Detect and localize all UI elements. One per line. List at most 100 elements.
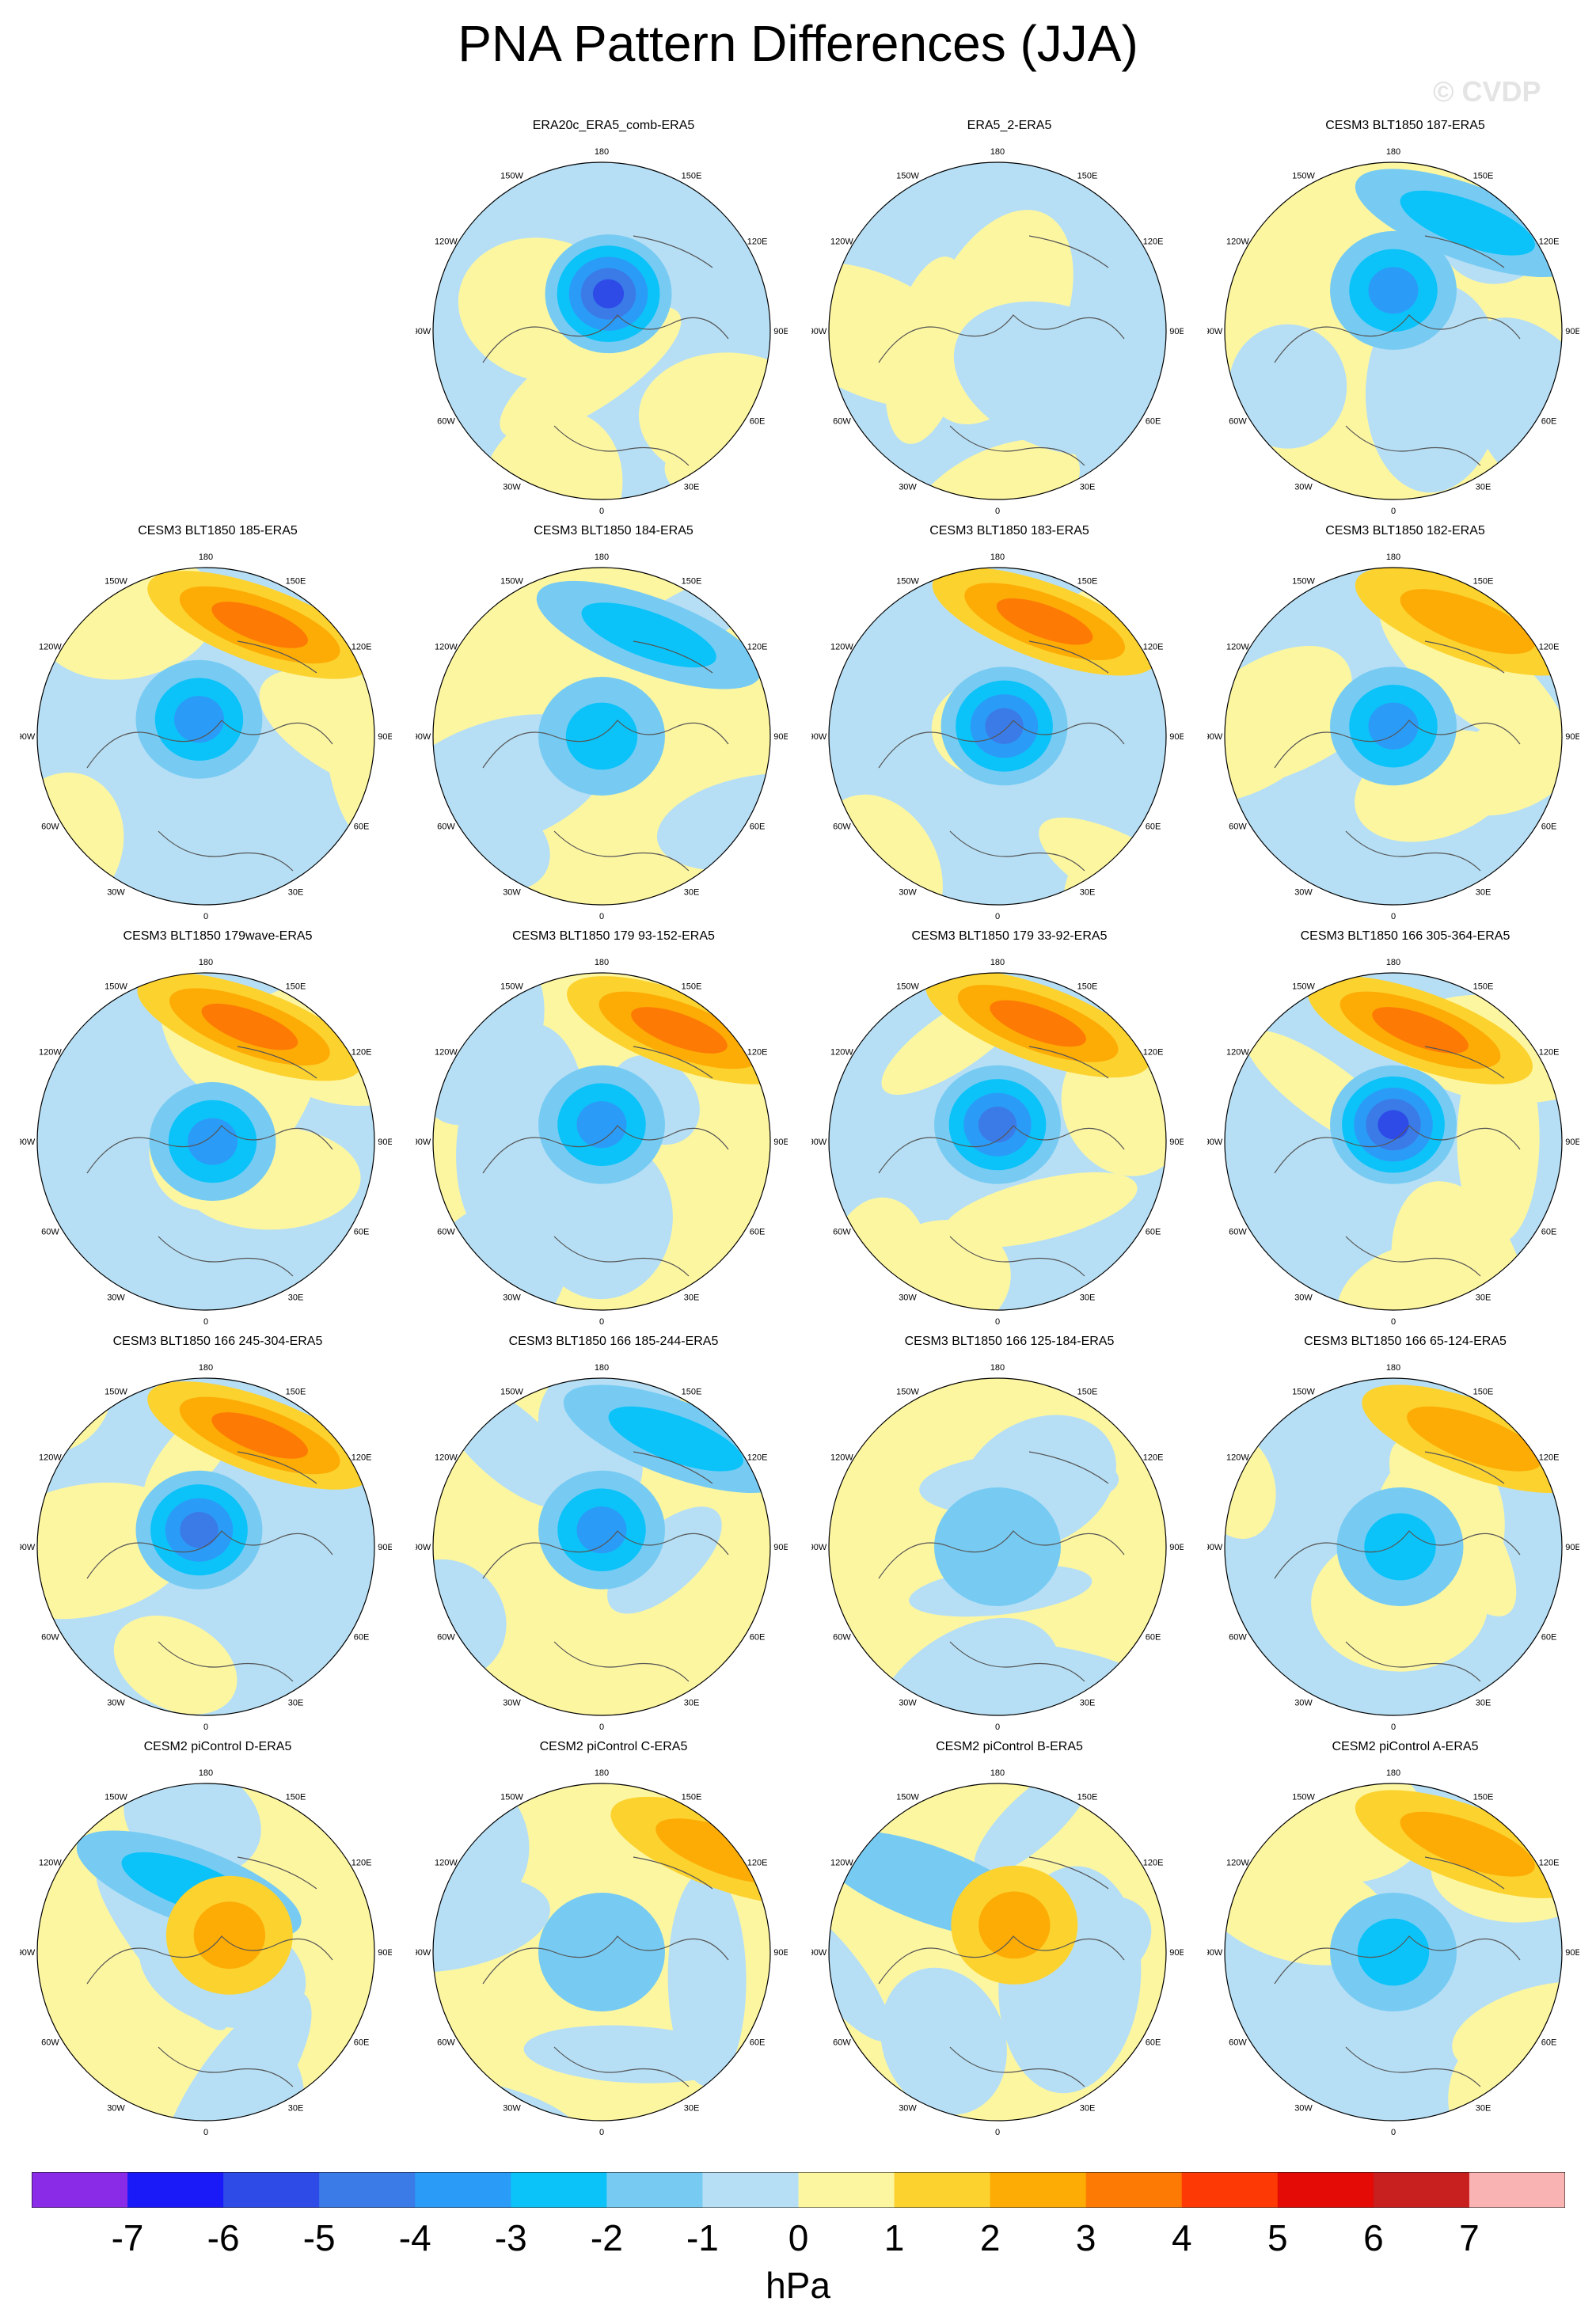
pacific-anomaly bbox=[201, 1003, 298, 1050]
polar-map: 180 150E 120E 90E 60E 30E 0 30W 60W 90W 120W 150W bbox=[811, 147, 1184, 516]
longitude-label: 30E bbox=[288, 1699, 304, 1708]
longitude-label: 120E bbox=[1143, 237, 1164, 247]
polar-map: 180 150E 120E 90E 60E 30E 0 30W 60W 90W 120W 150W bbox=[1207, 958, 1579, 1327]
colorbar-swatch bbox=[32, 2172, 128, 2208]
longitude-label: 30W bbox=[1294, 483, 1313, 492]
map-panel: CESM3 BLT1850 184-ERA5 180 150E 120E 90E 60E 3… bbox=[416, 524, 811, 936]
polar-map: 180 150E 120E 90E 60E 30E 0 30W 60W 90W 120W 150W bbox=[20, 553, 392, 921]
longitude-label: 30W bbox=[899, 888, 917, 898]
longitude-label: 0 bbox=[203, 912, 208, 921]
colorbar-swatch bbox=[223, 2172, 320, 2208]
map-border bbox=[828, 972, 1167, 1311]
longitude-label: 150E bbox=[1077, 1792, 1098, 1802]
panel-title: CESM3 BLT1850 187-ERA5 bbox=[1325, 119, 1485, 132]
panel-title: CESM2 piControl A-ERA5 bbox=[1332, 1740, 1479, 1753]
longitude-label: 60W bbox=[833, 1228, 851, 1237]
longitude-label: 0 bbox=[1391, 1317, 1396, 1327]
longitude-label: 180 bbox=[595, 147, 609, 157]
longitude-label: 120E bbox=[352, 1453, 372, 1463]
field-region bbox=[667, 1870, 747, 2087]
field-region bbox=[456, 1023, 587, 1252]
longitude-label: 60E bbox=[750, 417, 766, 427]
field-region bbox=[161, 1990, 312, 2121]
longitude-label: 120E bbox=[352, 643, 372, 652]
polar-anomaly bbox=[538, 1893, 665, 2011]
polar-anomaly bbox=[188, 1118, 238, 1165]
colorbar-swatch bbox=[1469, 2172, 1565, 2208]
longitude-label: 90W bbox=[20, 1138, 36, 1147]
longitude-label: 150E bbox=[286, 1792, 306, 1802]
longitude-label: 0 bbox=[1391, 1723, 1396, 1732]
longitude-label: 120E bbox=[1143, 1048, 1164, 1058]
polar-map: 180 150E 120E 90E 60E 30E 0 30W 60W 90W 120W 150W bbox=[20, 958, 392, 1327]
longitude-label: 60W bbox=[833, 1633, 851, 1643]
longitude-label: 0 bbox=[599, 2128, 604, 2137]
longitude-label: 150E bbox=[286, 982, 306, 991]
polar-anomaly bbox=[978, 1107, 1017, 1143]
longitude-label: 30E bbox=[1476, 1699, 1492, 1708]
map-panel: CESM2 piControl D-ERA5 180 150E 120E 90E 60E 3… bbox=[20, 1740, 416, 2152]
coastline bbox=[878, 640, 1125, 872]
longitude-label: 60W bbox=[437, 1633, 455, 1643]
polar-map: 180 150E 120E 90E 60E 30E 0 30W 60W 90W 120W 150W bbox=[20, 1768, 392, 2137]
longitude-label: 180 bbox=[990, 1768, 1005, 1778]
longitude-label: 60W bbox=[1229, 417, 1247, 427]
longitude-label: 150W bbox=[1292, 1387, 1315, 1396]
longitude-label: 90E bbox=[773, 1543, 788, 1552]
map-border bbox=[1224, 161, 1563, 500]
longitude-label: 90E bbox=[773, 732, 788, 742]
coastline bbox=[1274, 1451, 1521, 1682]
coastline bbox=[878, 1046, 1125, 1277]
longitude-label: 60W bbox=[1229, 1633, 1247, 1643]
longitude-label: 150E bbox=[1473, 1387, 1494, 1396]
colorbar-tick-label: 7 bbox=[1459, 2217, 1480, 2258]
longitude-label: 60E bbox=[1541, 822, 1557, 832]
field-region bbox=[942, 1172, 1138, 1248]
longitude-label: 90E bbox=[773, 1138, 788, 1147]
longitude-label: 180 bbox=[990, 553, 1005, 562]
panel-title: CESM3 BLT1850 166 125-184-ERA5 bbox=[904, 1335, 1115, 1348]
map-border bbox=[36, 1377, 375, 1716]
longitude-label: 90E bbox=[1169, 732, 1184, 742]
longitude-label: 180 bbox=[1386, 1768, 1400, 1778]
longitude-label: 30W bbox=[503, 1293, 521, 1303]
longitude-label: 120W bbox=[435, 643, 458, 652]
longitude-label: 150W bbox=[500, 1792, 523, 1802]
longitude-label: 90W bbox=[811, 1543, 827, 1552]
longitude-label: 60E bbox=[354, 822, 370, 832]
coastline bbox=[482, 1856, 729, 2087]
watermark: © CVDP bbox=[1433, 75, 1541, 108]
map-panel: CESM3 BLT1850 166 185-244-ERA5 180 150E 120… bbox=[416, 1335, 811, 1746]
longitude-label: 120W bbox=[435, 1859, 458, 1868]
panel-title: CESM3 BLT1850 166 245-304-ERA5 bbox=[112, 1335, 323, 1348]
longitude-label: 90W bbox=[1207, 732, 1223, 742]
colorbar-swatch bbox=[1181, 2172, 1279, 2208]
pacific-anomaly bbox=[211, 1412, 308, 1459]
longitude-label: 60W bbox=[1229, 2038, 1247, 2048]
field-region bbox=[829, 1900, 892, 2042]
coastline bbox=[86, 1856, 333, 2087]
longitude-label: 180 bbox=[595, 958, 609, 967]
polar-anomaly bbox=[193, 1901, 266, 1969]
longitude-label: 60E bbox=[1541, 1228, 1557, 1237]
coastline bbox=[1274, 235, 1521, 466]
longitude-label: 90E bbox=[1169, 327, 1184, 336]
longitude-label: 150E bbox=[286, 1387, 306, 1396]
longitude-label: 60E bbox=[750, 1228, 766, 1237]
longitude-label: 120E bbox=[1539, 1859, 1560, 1868]
longitude-label: 0 bbox=[203, 2128, 208, 2137]
longitude-label: 30E bbox=[1080, 888, 1096, 898]
longitude-label: 150E bbox=[1077, 171, 1098, 180]
longitude-label: 0 bbox=[599, 1317, 604, 1327]
coastline bbox=[86, 640, 333, 872]
longitude-label: 150W bbox=[500, 576, 523, 586]
longitude-label: 60W bbox=[41, 1633, 59, 1643]
map-panel: CESM3 BLT1850 166 305-364-ERA5 180 150E 120… bbox=[1207, 929, 1596, 1341]
longitude-label: 120W bbox=[435, 1048, 458, 1058]
longitude-label: 120W bbox=[39, 1048, 62, 1058]
longitude-label: 90E bbox=[773, 1948, 788, 1958]
longitude-label: 90E bbox=[378, 1138, 392, 1147]
panel-title: CESM2 piControl C-ERA5 bbox=[539, 1740, 688, 1753]
longitude-label: 60W bbox=[833, 822, 851, 832]
longitude-label: 180 bbox=[199, 1768, 213, 1778]
